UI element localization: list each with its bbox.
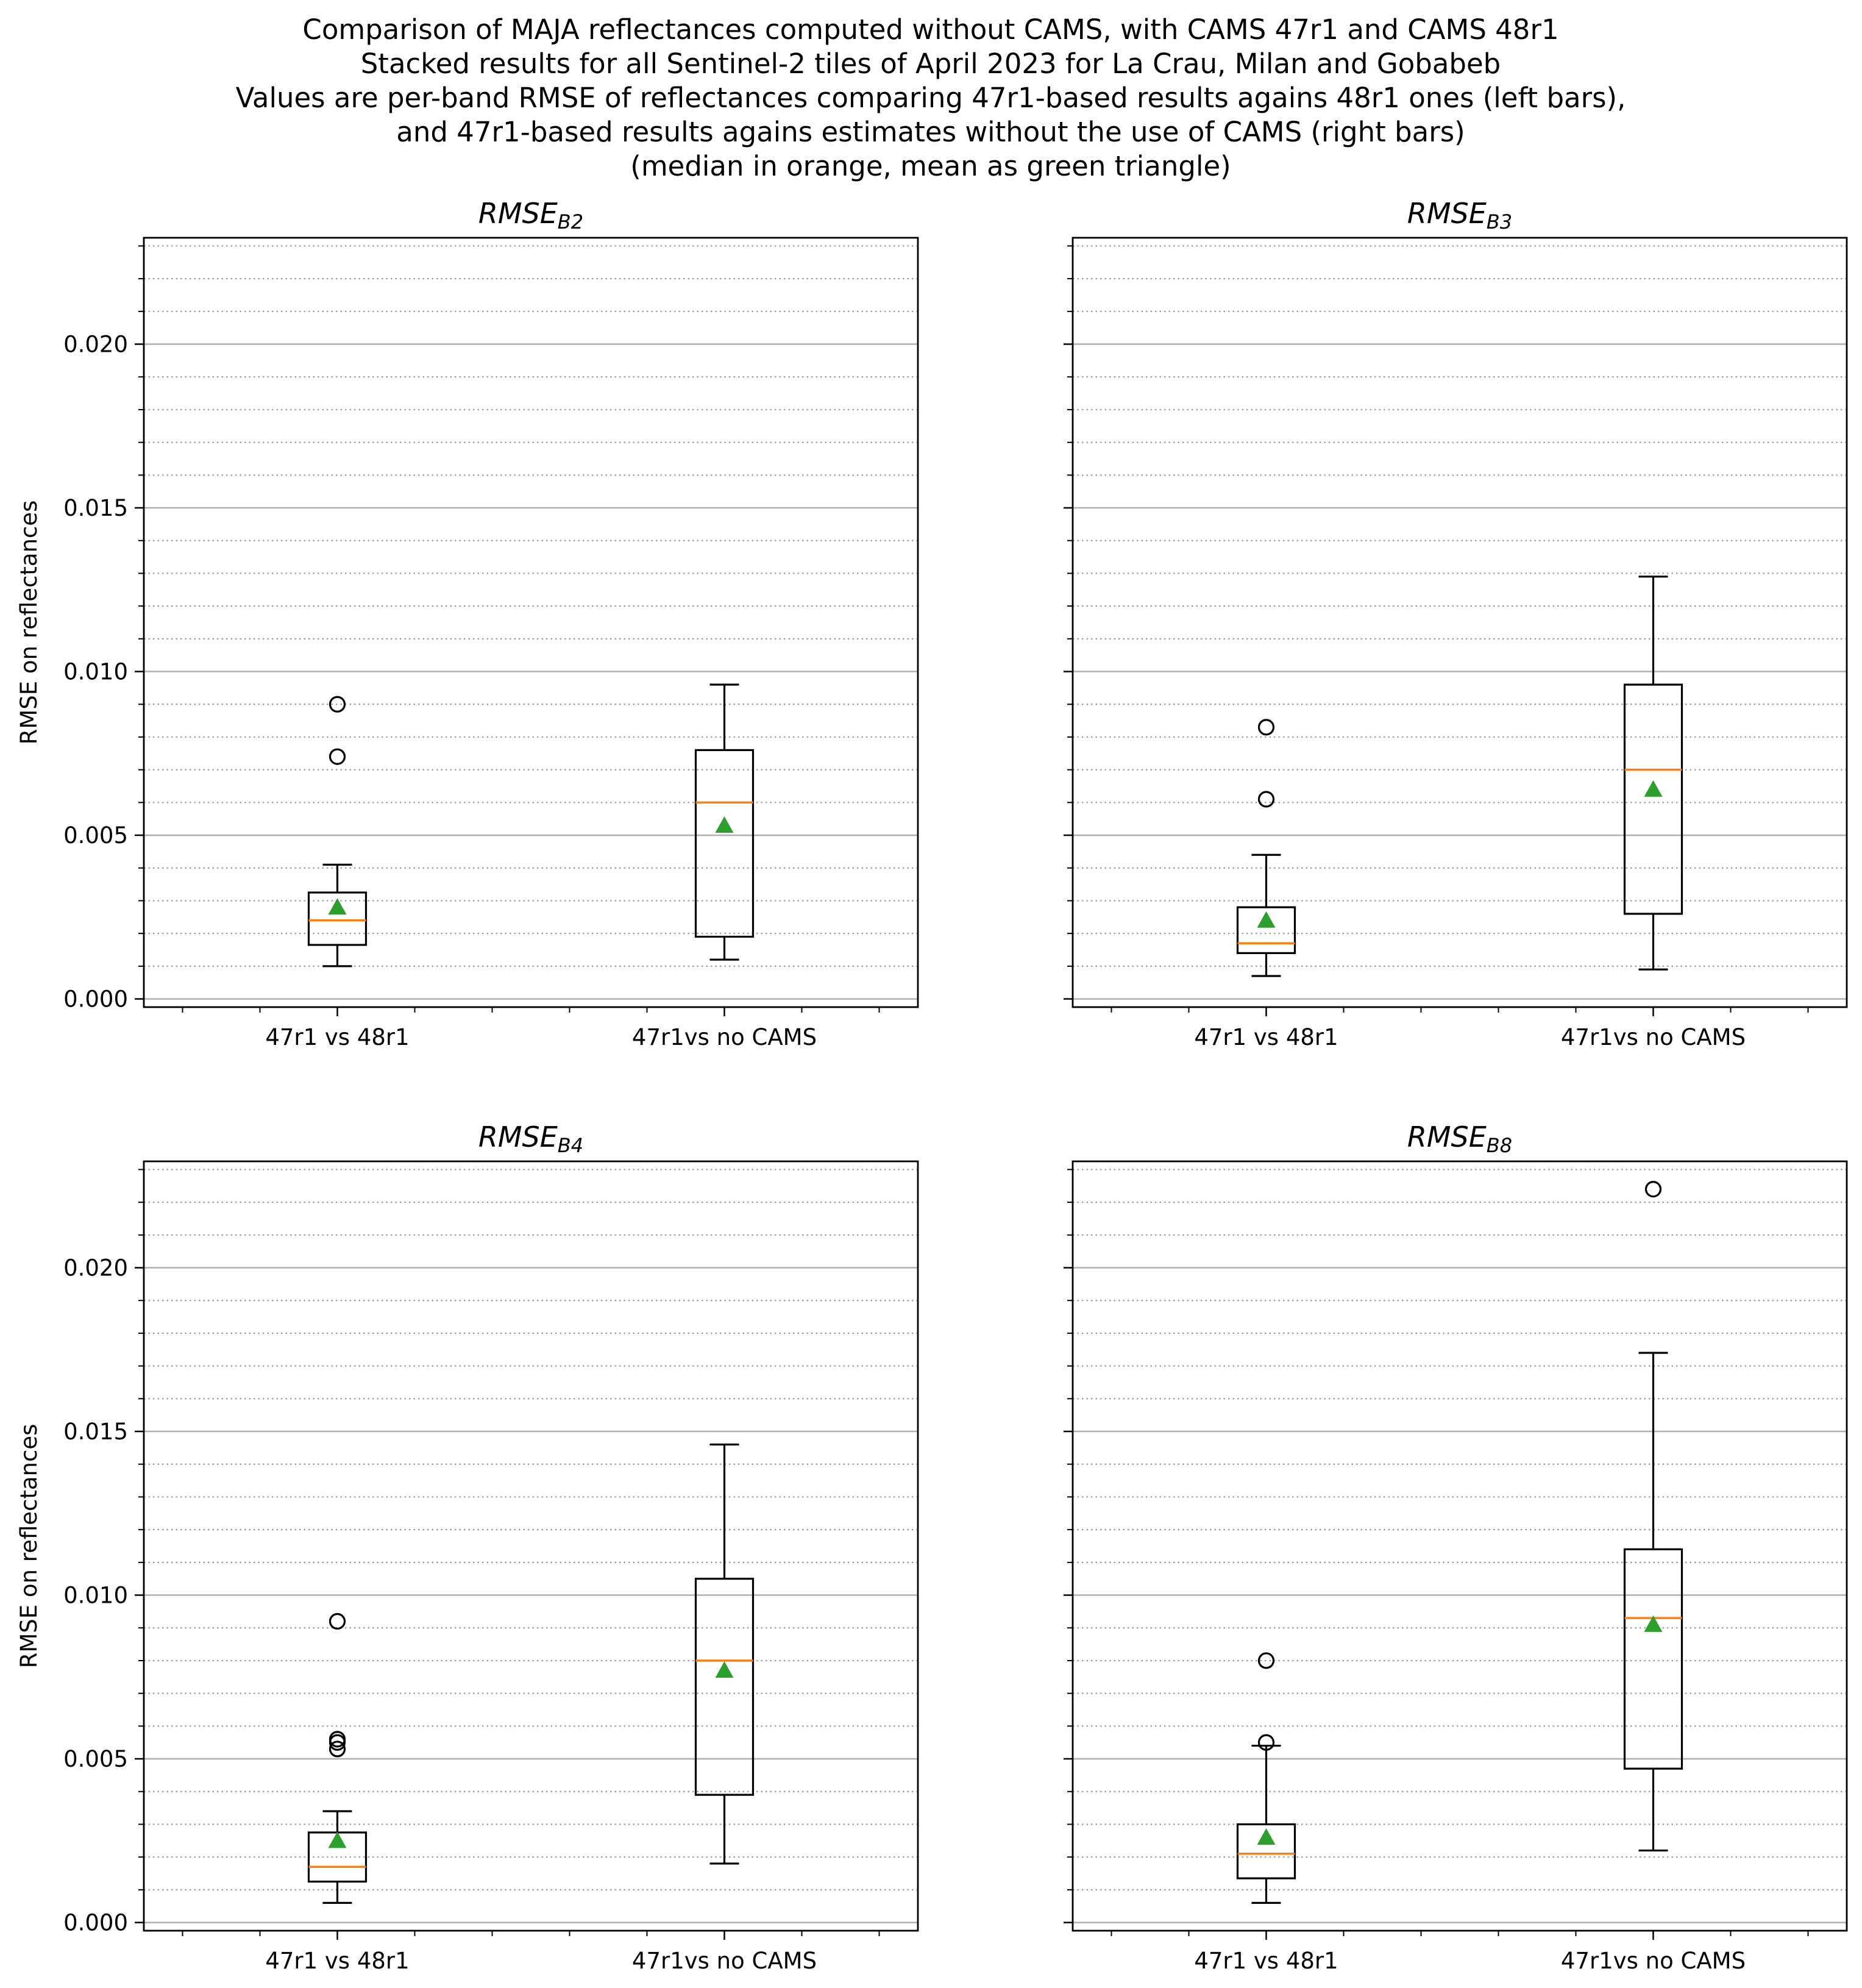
- outlier-point: [1257, 791, 1275, 808]
- mean-marker: [1257, 911, 1276, 928]
- y-tick-label: 0.015: [63, 495, 128, 521]
- panel-title: RMSEB3: [1407, 197, 1512, 233]
- iqr-box: [1236, 1823, 1296, 1879]
- y-axis-label: RMSE on reflectances: [16, 501, 42, 745]
- x-tick-label: 47r1 vs 48r1: [1194, 1024, 1338, 1050]
- panel-title-subscript: B3: [1487, 210, 1512, 233]
- figure-title: Comparison of MAJA reflectances computed…: [236, 13, 1626, 182]
- panel-title: RMSEB8: [1407, 1120, 1512, 1157]
- mean-marker: [715, 816, 734, 833]
- axes-frame: [143, 1160, 919, 1932]
- axes-frame: [1071, 1160, 1848, 1932]
- outlier-point: [329, 696, 346, 713]
- panel-title: RMSEB2: [478, 197, 583, 233]
- mean-marker: [1644, 780, 1663, 797]
- box-47r1-vs-no-cams: [1623, 1181, 1683, 1852]
- panel-b8: 47r1 vs 48r1 47r1vs no CAMS RMSEB8: [1064, 1120, 1848, 1974]
- outlier-point: [1257, 719, 1275, 736]
- panel-title-subscript: B2: [558, 210, 583, 233]
- y-tick-label: 0.005: [63, 1746, 128, 1772]
- panel-b2: 0.000 0.005 0.010 0.015 0.020 47r1 vs 48r1 47r…: [16, 197, 919, 1050]
- y-tick-label: 0.010: [63, 1583, 128, 1609]
- figure-title-line-3: Values are per-band RMSE of reflectances…: [236, 82, 1626, 114]
- box-47r1-vs-48r1: [1236, 719, 1296, 977]
- box-47r1-vs-no-cams: [694, 683, 755, 961]
- iqr-box: [1623, 683, 1683, 915]
- x-tick-label: 47r1vs no CAMS: [632, 1024, 817, 1050]
- box-47r1-vs-no-cams: [694, 1443, 755, 1865]
- figure-title-line-1: Comparison of MAJA reflectances computed…: [302, 13, 1558, 46]
- y-tick-label: 0.020: [63, 332, 128, 358]
- outlier-point: [1257, 1734, 1275, 1751]
- panel-title: RMSEB4: [478, 1120, 583, 1157]
- outlier-point: [329, 748, 346, 765]
- y-tick-label: 0.010: [63, 659, 128, 685]
- outlier-point: [329, 1731, 346, 1748]
- x-tick-label: 47r1vs no CAMS: [1561, 1948, 1746, 1974]
- box-47r1-vs-48r1: [307, 696, 368, 967]
- mean-marker: [1257, 1828, 1276, 1845]
- y-tick-label: 0.015: [63, 1419, 128, 1445]
- y-tick-label: 0.000: [63, 986, 128, 1013]
- panel-title-subscript: B8: [1487, 1134, 1512, 1157]
- mean-marker: [328, 1831, 347, 1848]
- x-tick-label: 47r1 vs 48r1: [265, 1024, 409, 1050]
- iqr-box: [694, 1578, 755, 1796]
- box-47r1-vs-48r1: [307, 1612, 368, 1904]
- axes-frame: [1071, 237, 1848, 1008]
- panel-b3: 47r1 vs 48r1 47r1vs no CAMS RMSEB3: [1064, 197, 1848, 1050]
- y-tick-label: 0.000: [63, 1910, 128, 1936]
- iqr-box: [1623, 1548, 1683, 1770]
- figure-title-line-4: and 47r1-based results agains estimates …: [396, 116, 1465, 148]
- outlier-point: [329, 1740, 346, 1758]
- axes-frame: [143, 237, 919, 1008]
- outlier-point: [329, 1612, 346, 1630]
- figure-title-line-5: (median in orange, mean as green triangl…: [630, 150, 1231, 182]
- panel-b4: 0.000 0.005 0.010 0.015 0.020 47r1 vs 48r1 47r…: [16, 1120, 919, 1974]
- mean-marker: [328, 898, 347, 915]
- box-47r1-vs-48r1: [1236, 1652, 1296, 1904]
- iqr-box: [307, 891, 368, 946]
- outlier-point: [1257, 1652, 1275, 1669]
- y-tick-label: 0.005: [63, 822, 128, 849]
- figure-title-line-2: Stacked results for all Sentinel-2 tiles…: [361, 48, 1501, 80]
- iqr-box: [694, 749, 755, 938]
- y-axis-label: RMSE on reflectances: [16, 1424, 42, 1669]
- panel-title-base: RMSE: [478, 197, 558, 230]
- outlier-point: [1644, 1181, 1662, 1198]
- panel-title-base: RMSE: [1407, 1120, 1487, 1153]
- panel-title-base: RMSE: [478, 1120, 558, 1153]
- mean-marker: [1644, 1615, 1663, 1632]
- box-47r1-vs-no-cams: [1623, 575, 1683, 971]
- x-tick-label: 47r1vs no CAMS: [632, 1948, 817, 1974]
- y-tick-label: 0.020: [63, 1255, 128, 1281]
- panel-title-base: RMSE: [1407, 197, 1487, 230]
- mean-marker: [715, 1661, 734, 1678]
- iqr-box: [1236, 906, 1296, 954]
- x-tick-label: 47r1 vs 48r1: [265, 1948, 409, 1974]
- x-tick-label: 47r1 vs 48r1: [1194, 1948, 1338, 1974]
- x-tick-label: 47r1vs no CAMS: [1561, 1024, 1746, 1050]
- panel-title-subscript: B4: [558, 1134, 583, 1157]
